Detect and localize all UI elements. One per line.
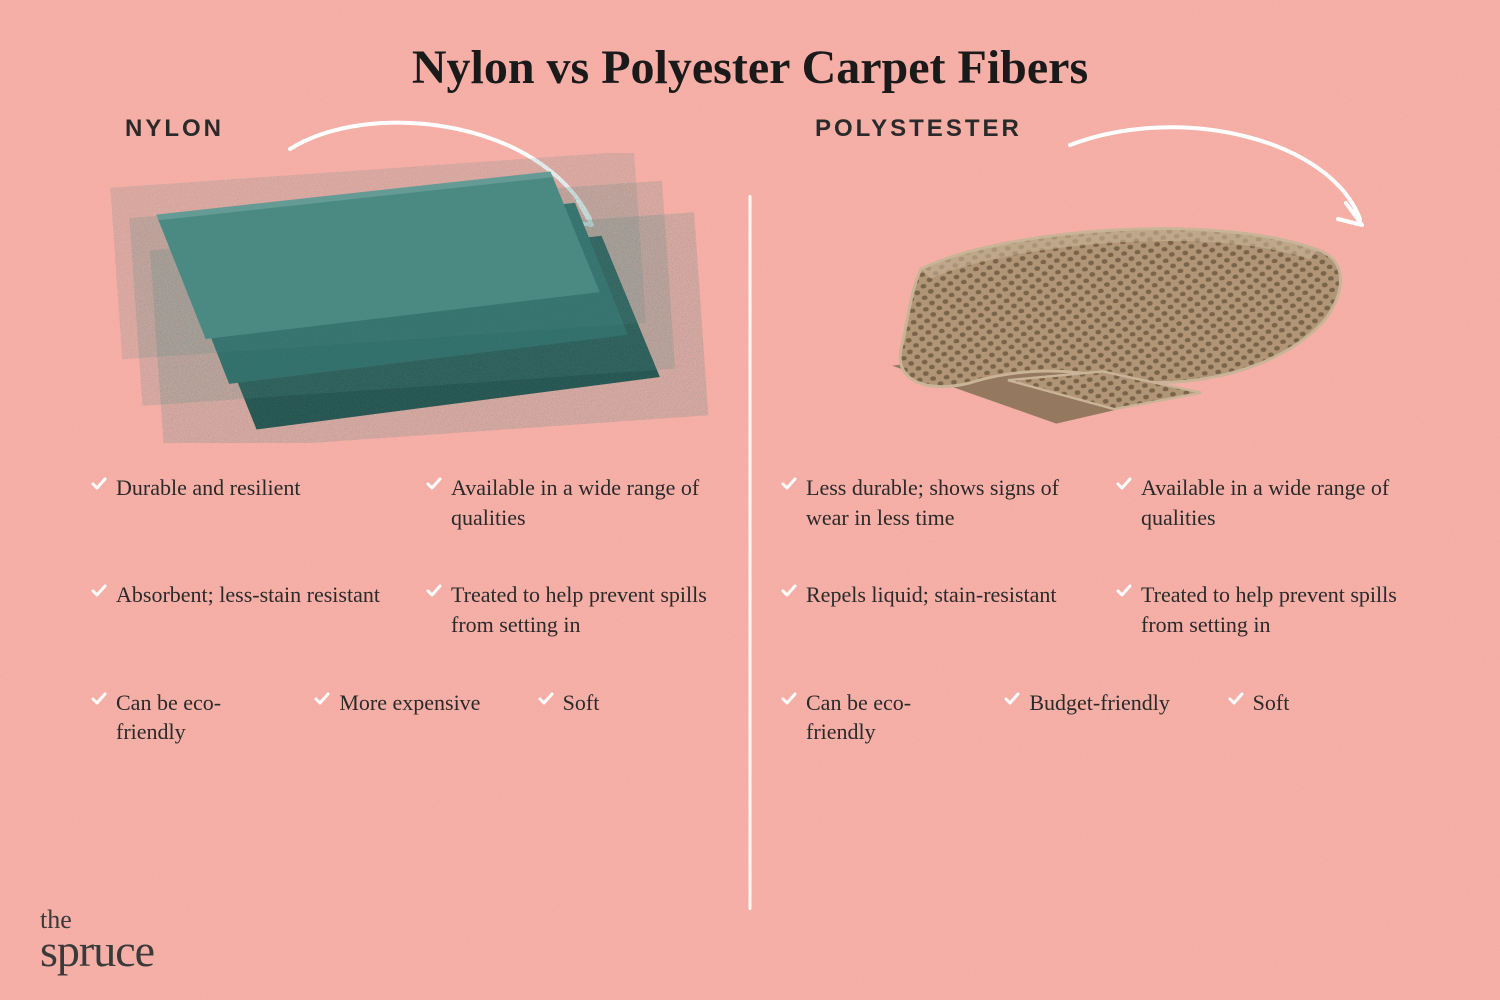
feature-text: Can be eco-friendly <box>116 688 273 747</box>
nylon-column: NYLON <box>60 115 750 970</box>
feature-text: Absorbent; less-stain resistant <box>116 580 380 610</box>
feature-item: Absorbent; less-stain resistant <box>90 580 385 639</box>
feature-text: Soft <box>1253 688 1290 718</box>
nylon-features: Durable and resilient Available in a wid… <box>80 473 730 747</box>
feature-item: Repels liquid; stain-resistant <box>780 580 1075 639</box>
comparison-columns: NYLON <box>60 115 1440 970</box>
feature-item: Available in a wide range of qualities <box>1115 473 1410 532</box>
check-icon <box>537 690 555 708</box>
check-icon <box>780 475 798 493</box>
nylon-row-3: Can be eco-friendly More expensive Soft <box>90 688 720 747</box>
feature-text: More expensive <box>339 688 480 718</box>
nylon-label: NYLON <box>125 115 730 143</box>
feature-item: Treated to help prevent spills from sett… <box>1115 580 1410 639</box>
polyester-row-3: Can be eco-friendly Budget-friendly Soft <box>780 688 1410 747</box>
nylon-row-1: Durable and resilient Available in a wid… <box>90 473 720 532</box>
feature-item: Less durable; shows signs of wear in les… <box>780 473 1075 532</box>
feature-text: Available in a wide range of qualities <box>451 473 720 532</box>
polyester-label: POLYSTESTER <box>815 115 1420 143</box>
check-icon <box>425 582 443 600</box>
feature-item: Soft <box>537 688 720 747</box>
feature-text: Can be eco-friendly <box>806 688 963 747</box>
feature-item: Can be eco-friendly <box>780 688 963 747</box>
check-icon <box>90 475 108 493</box>
check-icon <box>313 690 331 708</box>
check-icon <box>1227 690 1245 708</box>
check-icon <box>1115 582 1133 600</box>
feature-item: Durable and resilient <box>90 473 385 532</box>
polyester-row-2: Repels liquid; stain-resistant Treated t… <box>780 580 1410 639</box>
logo-line2: spruce <box>40 931 154 970</box>
feature-text: Soft <box>563 688 600 718</box>
feature-text: Less durable; shows signs of wear in les… <box>806 473 1075 532</box>
feature-text: Budget-friendly <box>1029 688 1170 718</box>
nylon-illustration <box>80 153 730 443</box>
feature-text: Repels liquid; stain-resistant <box>806 580 1057 610</box>
feature-item: Treated to help prevent spills from sett… <box>425 580 720 639</box>
check-icon <box>1003 690 1021 708</box>
check-icon <box>90 582 108 600</box>
check-icon <box>780 582 798 600</box>
feature-item: More expensive <box>313 688 496 747</box>
polyester-column: POLYSTESTER <box>750 115 1440 970</box>
feature-item: Can be eco-friendly <box>90 688 273 747</box>
feature-text: Durable and resilient <box>116 473 301 503</box>
feature-item: Budget-friendly <box>1003 688 1186 747</box>
nylon-row-2: Absorbent; less-stain resistant Treated … <box>90 580 720 639</box>
feature-item: Available in a wide range of qualities <box>425 473 720 532</box>
feature-text: Available in a wide range of qualities <box>1141 473 1410 532</box>
check-icon <box>780 690 798 708</box>
check-icon <box>1115 475 1133 493</box>
polyester-row-1: Less durable; shows signs of wear in les… <box>780 473 1410 532</box>
page-title: Nylon vs Polyester Carpet Fibers <box>60 40 1440 95</box>
feature-item: Soft <box>1227 688 1410 747</box>
check-icon <box>425 475 443 493</box>
polyester-illustration <box>770 153 1420 443</box>
spruce-logo: the spruce <box>40 909 154 970</box>
feature-text: Treated to help prevent spills from sett… <box>451 580 720 639</box>
feature-text: Treated to help prevent spills from sett… <box>1141 580 1410 639</box>
polyester-features: Less durable; shows signs of wear in les… <box>770 473 1420 747</box>
check-icon <box>90 690 108 708</box>
